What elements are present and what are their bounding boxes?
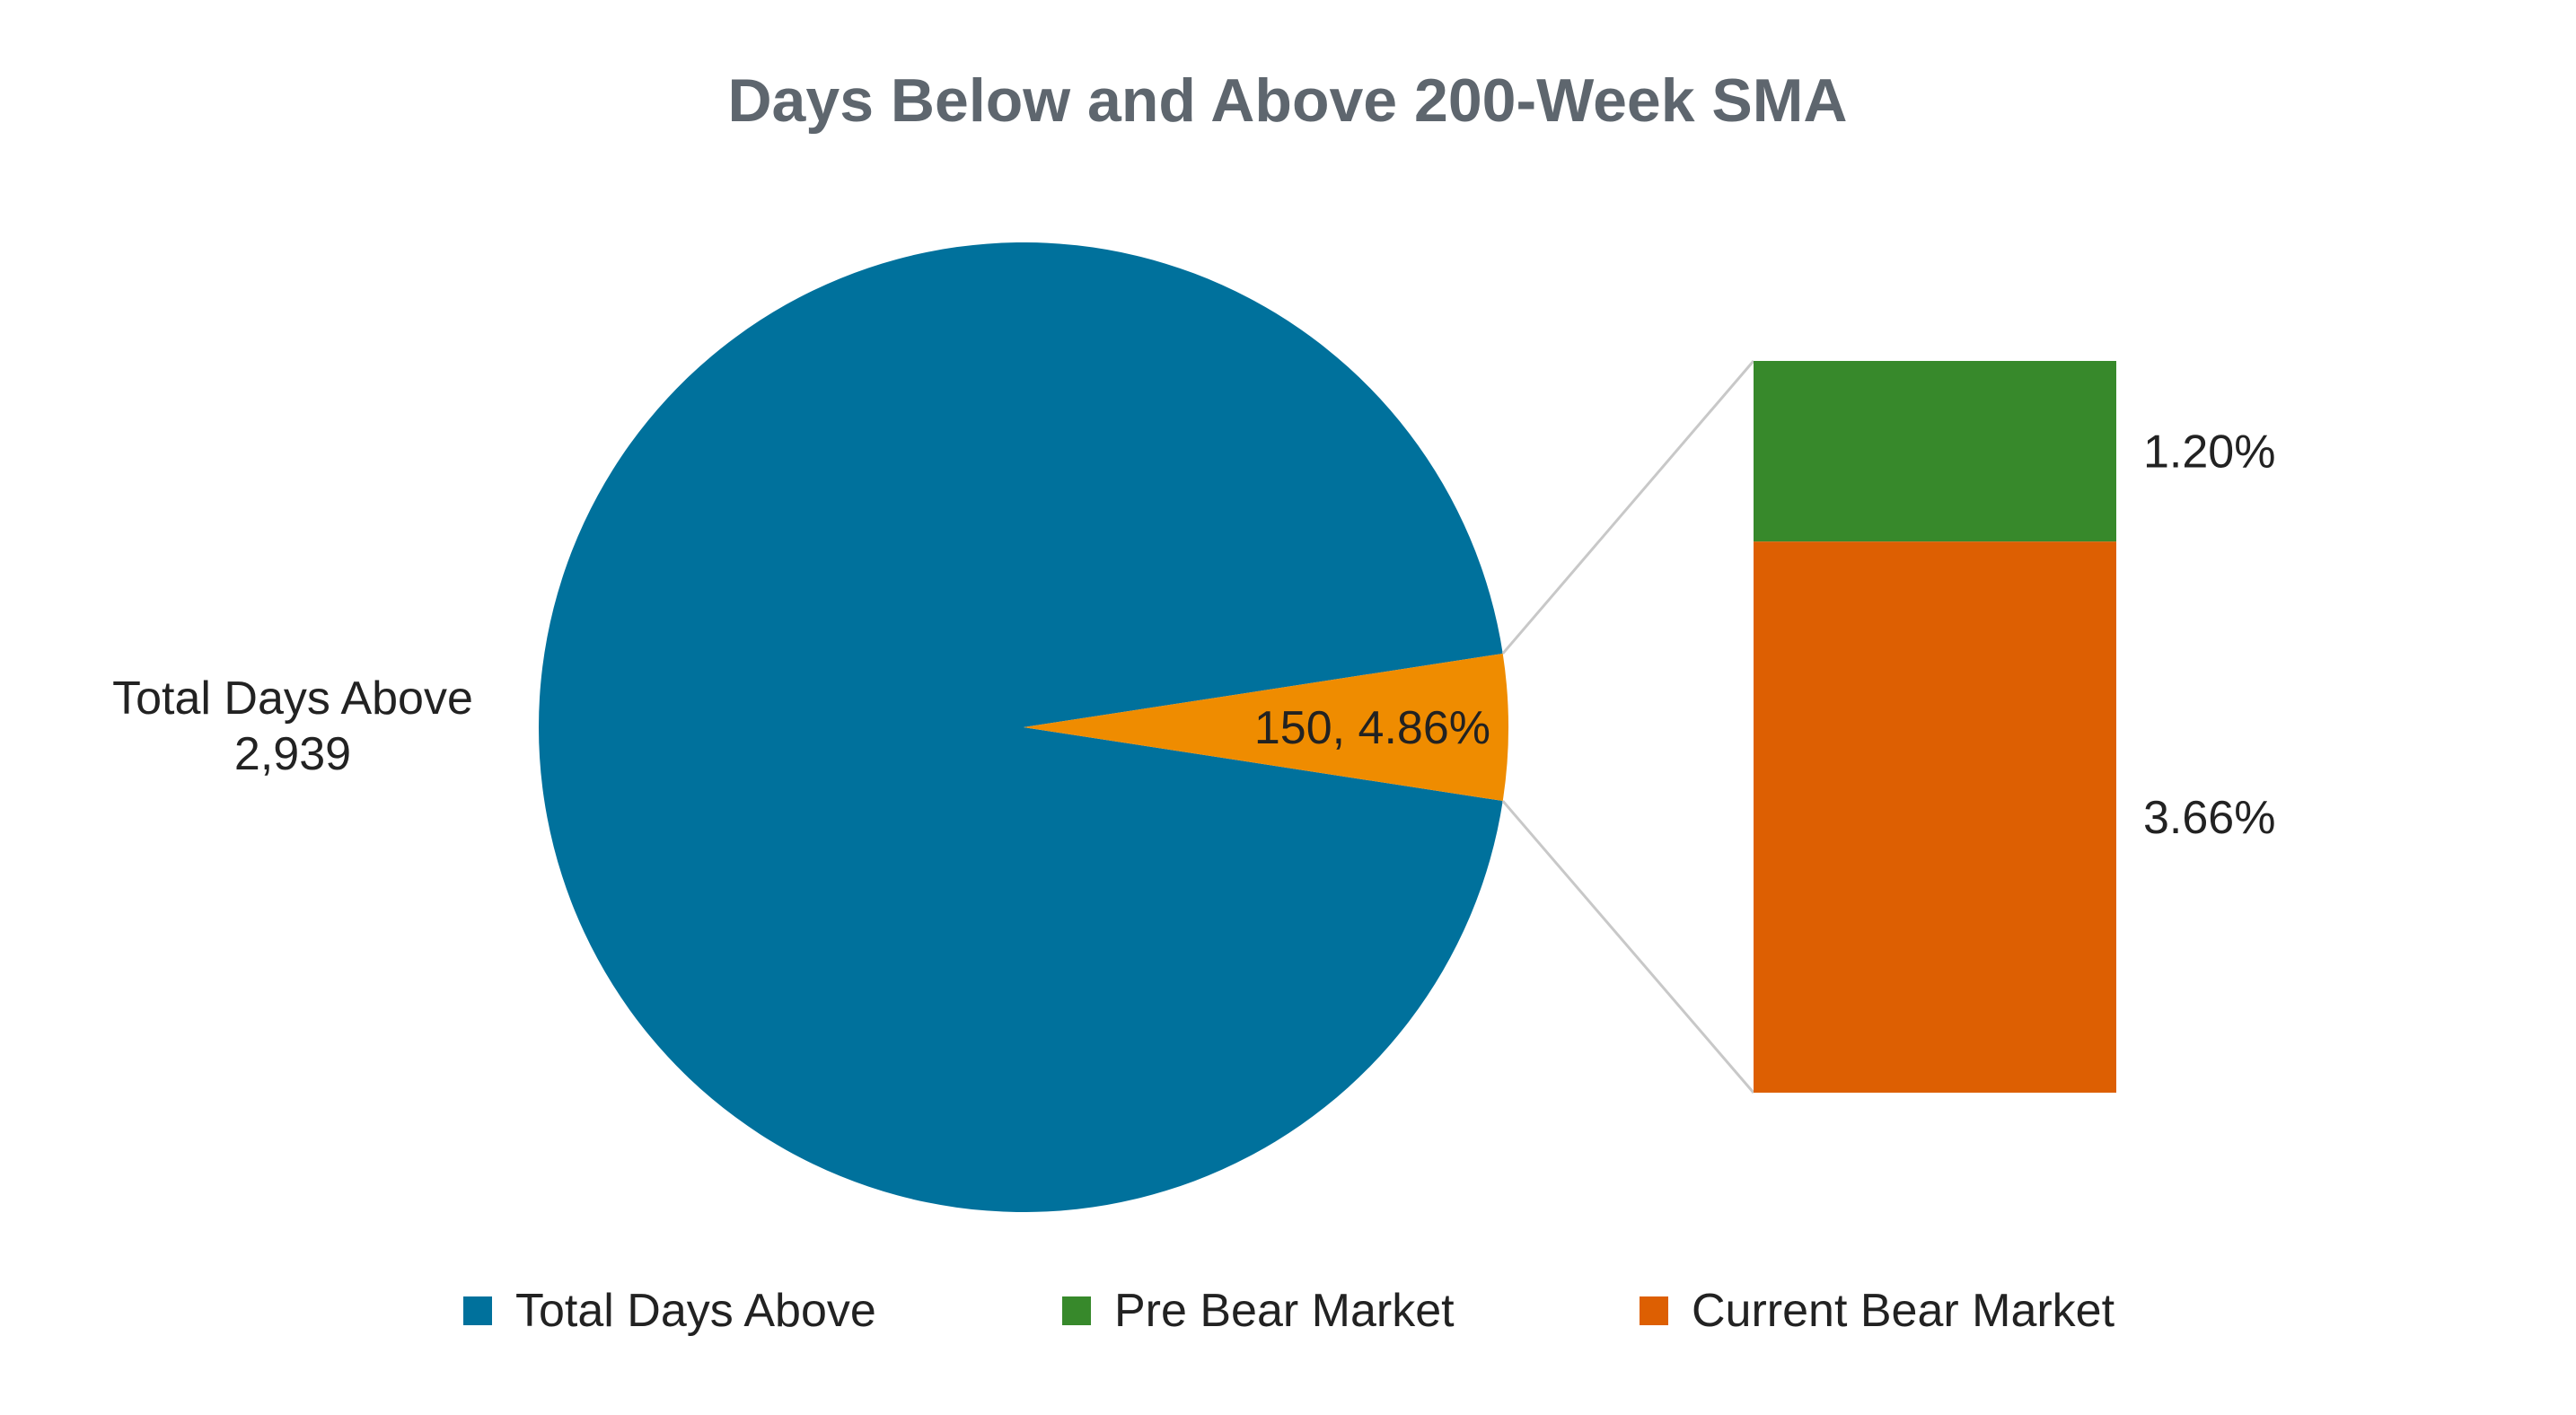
connector-line-bottom <box>1501 800 1755 1094</box>
bar-segment-pre-bear-market <box>1754 361 2116 542</box>
bar-data-label-pre-bear-market: 1.20% <box>2143 426 2275 479</box>
pie-slice-total-days-above <box>538 242 1503 1213</box>
bar-data-label-current-bear-market: 3.66% <box>2143 792 2275 844</box>
legend-label-current-bear-market: Current Bear Market <box>1692 1285 2115 1337</box>
legend-item-total-days-above: Total Days Above <box>463 1285 876 1337</box>
pie-slice-total-days-below <box>1024 653 1508 802</box>
bar-segment-current-bear-market <box>1754 541 2116 1093</box>
legend-item-current-bear-market: Current Bear Market <box>1640 1285 2115 1337</box>
pie-data-label-total-days-above: Total Days Above 2,939 <box>112 672 473 780</box>
legend-label-total-days-above: Total Days Above <box>515 1285 876 1337</box>
legend-swatch-current-bear-market <box>1640 1296 1668 1325</box>
legend-swatch-total-days-above <box>463 1296 492 1325</box>
pie-data-label-total-days-below: 150, 4.86% <box>1254 702 1490 754</box>
legend-label-pre-bear-market: Pre Bear Market <box>1114 1285 1455 1337</box>
chart-title: Days Below and Above 200-Week SMA <box>727 66 1847 135</box>
legend-item-pre-bear-market: Pre Bear Market <box>1062 1285 1455 1337</box>
legend: Total Days Above Pre Bear Market Current B… <box>463 1285 2115 1337</box>
connector-lines <box>1501 360 1755 1094</box>
connector-line-top <box>1501 360 1755 655</box>
pie: 150, 4.86% Total Days Above 2,939 <box>112 242 1508 1213</box>
stacked-bar: 1.20% 3.66% <box>1754 361 2275 1093</box>
legend-swatch-pre-bear-market <box>1062 1296 1091 1325</box>
